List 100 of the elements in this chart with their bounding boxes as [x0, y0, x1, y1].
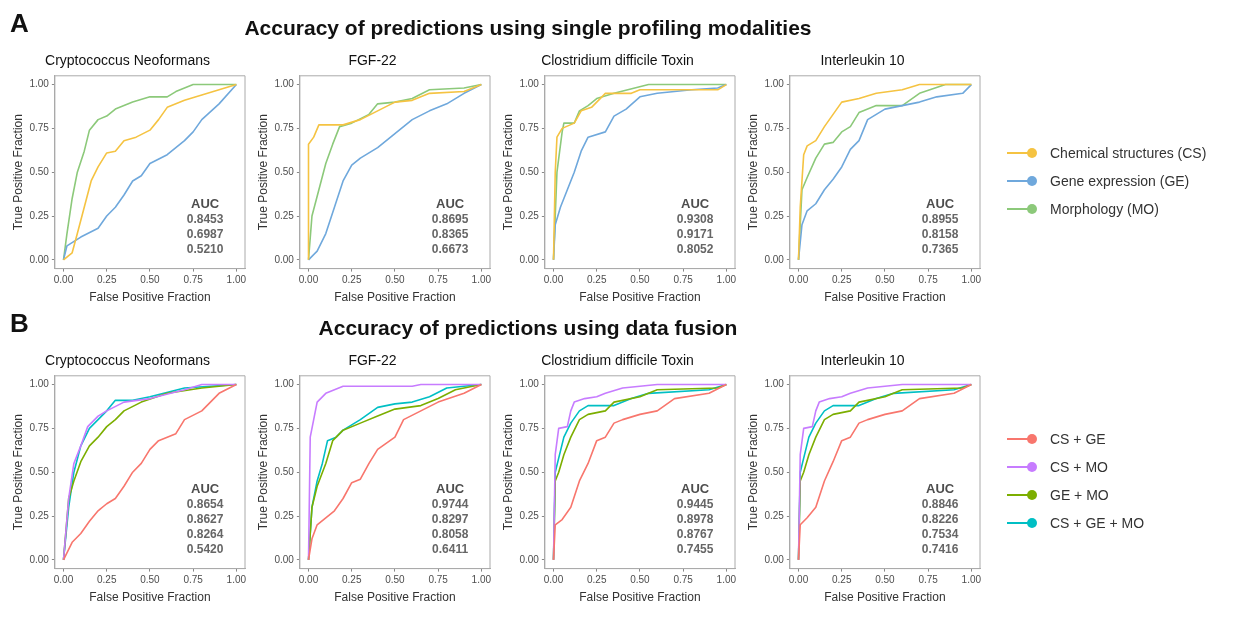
annotation: 0.9171: [676, 226, 714, 241]
text: B: [10, 308, 29, 339]
legend-label: Chemical structures (CS): [1050, 144, 1207, 161]
x-tick-label: 0.25: [831, 274, 852, 286]
annotation: 0.8767: [676, 526, 714, 541]
annotation: 0.7365: [921, 241, 959, 256]
x-tick-label: 0.25: [96, 574, 117, 586]
x-tick-label: 0.00: [298, 574, 319, 586]
y-tick-label: 0.00: [274, 253, 295, 265]
x-tick-label: 0.50: [875, 574, 896, 586]
y-tick-label: 0.50: [274, 165, 295, 177]
x-tick-label: 0.75: [918, 274, 939, 286]
annotation: 0.6673: [431, 241, 469, 256]
y-tick-label: 0.50: [519, 465, 540, 477]
x-tick-label: 0.50: [385, 574, 406, 586]
annotation: 0.8297: [431, 511, 469, 526]
x-axis-title: False Positive Fraction: [824, 290, 946, 305]
y-tick-label: 0.50: [519, 165, 540, 177]
x-axis-title: False Positive Fraction: [824, 590, 946, 605]
y-axis-title: True Positive Fraction: [500, 114, 515, 231]
annotation: 0.7455: [676, 541, 714, 556]
annotation: AUC: [925, 480, 955, 496]
annotation: 0.7534: [921, 526, 959, 541]
annotation: 0.8846: [921, 496, 959, 511]
x-tick-label: 0.50: [630, 274, 651, 286]
annotation: AUC: [190, 195, 220, 211]
y-tick-label: 0.50: [274, 465, 295, 477]
annotation: 0.9744: [431, 496, 469, 511]
x-tick-label: 0.75: [183, 574, 204, 586]
y-axis-title: True Positive Fraction: [255, 114, 270, 231]
y-tick-label: 0.00: [29, 253, 50, 265]
x-tick-label: 0.25: [586, 274, 607, 286]
annotation: AUC: [190, 480, 220, 496]
x-tick-label: 0.75: [428, 274, 449, 286]
annotation: 0.8955: [921, 211, 959, 226]
y-tick-label: 0.25: [274, 209, 295, 221]
legend-label: CS + MO: [1050, 458, 1108, 475]
y-axis-title: True Positive Fraction: [745, 114, 760, 231]
y-tick-label: 1.00: [29, 78, 50, 90]
y-tick-label: 1.00: [29, 378, 50, 390]
y-axis-title: True Positive Fraction: [10, 114, 25, 231]
annotation: 0.8052: [676, 241, 714, 256]
x-tick-label: 0.75: [183, 274, 204, 286]
y-tick-label: 1.00: [274, 378, 295, 390]
y-tick-label: 0.75: [764, 422, 785, 434]
y-tick-label: 0.50: [29, 165, 50, 177]
annotation: AUC: [435, 195, 465, 211]
legend-label: Morphology (MO): [1050, 200, 1159, 217]
x-tick-label: 0.50: [140, 274, 161, 286]
y-tick-label: 0.25: [29, 509, 50, 521]
x-tick-label: 1.00: [471, 574, 492, 586]
y-tick-label: 0.75: [519, 122, 540, 134]
y-tick-label: 0.00: [29, 553, 50, 565]
annotation: 0.6987: [186, 226, 224, 241]
x-tick-label: 0.00: [53, 574, 74, 586]
annotation: AUC: [680, 480, 710, 496]
y-tick-label: 0.75: [274, 122, 295, 134]
annotation: 0.5210: [186, 241, 224, 256]
x-tick-label: 0.25: [96, 274, 117, 286]
y-tick-label: 1.00: [519, 378, 540, 390]
x-axis-title: False Positive Fraction: [334, 290, 456, 305]
chart-title: Interleukin 10: [820, 352, 905, 369]
x-tick-label: 1.00: [716, 574, 737, 586]
legend-label: CS + GE: [1050, 430, 1106, 447]
x-tick-label: 0.25: [831, 574, 852, 586]
y-tick-label: 1.00: [274, 78, 295, 90]
x-axis-title: False Positive Fraction: [579, 590, 701, 605]
y-tick-label: 0.00: [764, 253, 785, 265]
chart-title: Cryptococcus Neoformans: [45, 52, 210, 69]
y-tick-label: 0.50: [764, 465, 785, 477]
annotation: 0.8226: [921, 511, 959, 526]
x-tick-label: 0.75: [673, 274, 694, 286]
chart-title: Clostridium difficile Toxin: [541, 352, 694, 369]
x-tick-label: 1.00: [226, 574, 247, 586]
y-tick-label: 0.75: [519, 422, 540, 434]
y-tick-label: 0.00: [764, 553, 785, 565]
y-tick-label: 0.00: [519, 253, 540, 265]
x-tick-label: 0.00: [298, 274, 319, 286]
x-tick-label: 0.25: [586, 574, 607, 586]
x-tick-label: 1.00: [961, 274, 982, 286]
x-tick-label: 0.25: [341, 574, 362, 586]
y-tick-label: 0.25: [274, 509, 295, 521]
x-tick-label: 0.75: [673, 574, 694, 586]
chart-title: FGF-22: [348, 352, 397, 369]
y-tick-label: 0.25: [519, 209, 540, 221]
y-tick-label: 0.50: [29, 465, 50, 477]
annotation: 0.8627: [186, 511, 224, 526]
text: Accuracy of predictions using single profiling modalities: [244, 16, 812, 39]
x-tick-label: 1.00: [961, 574, 982, 586]
annotation: 0.5420: [186, 541, 224, 556]
annotation: 0.8695: [431, 211, 469, 226]
annotation: 0.8978: [676, 511, 714, 526]
y-tick-label: 0.25: [29, 209, 50, 221]
x-tick-label: 1.00: [226, 274, 247, 286]
chart-title: Clostridium difficile Toxin: [541, 52, 694, 69]
x-tick-label: 0.75: [428, 574, 449, 586]
annotation: 0.8058: [431, 526, 469, 541]
y-tick-label: 0.75: [274, 422, 295, 434]
y-axis-title: True Positive Fraction: [10, 414, 25, 531]
annotation: 0.8654: [186, 496, 224, 511]
